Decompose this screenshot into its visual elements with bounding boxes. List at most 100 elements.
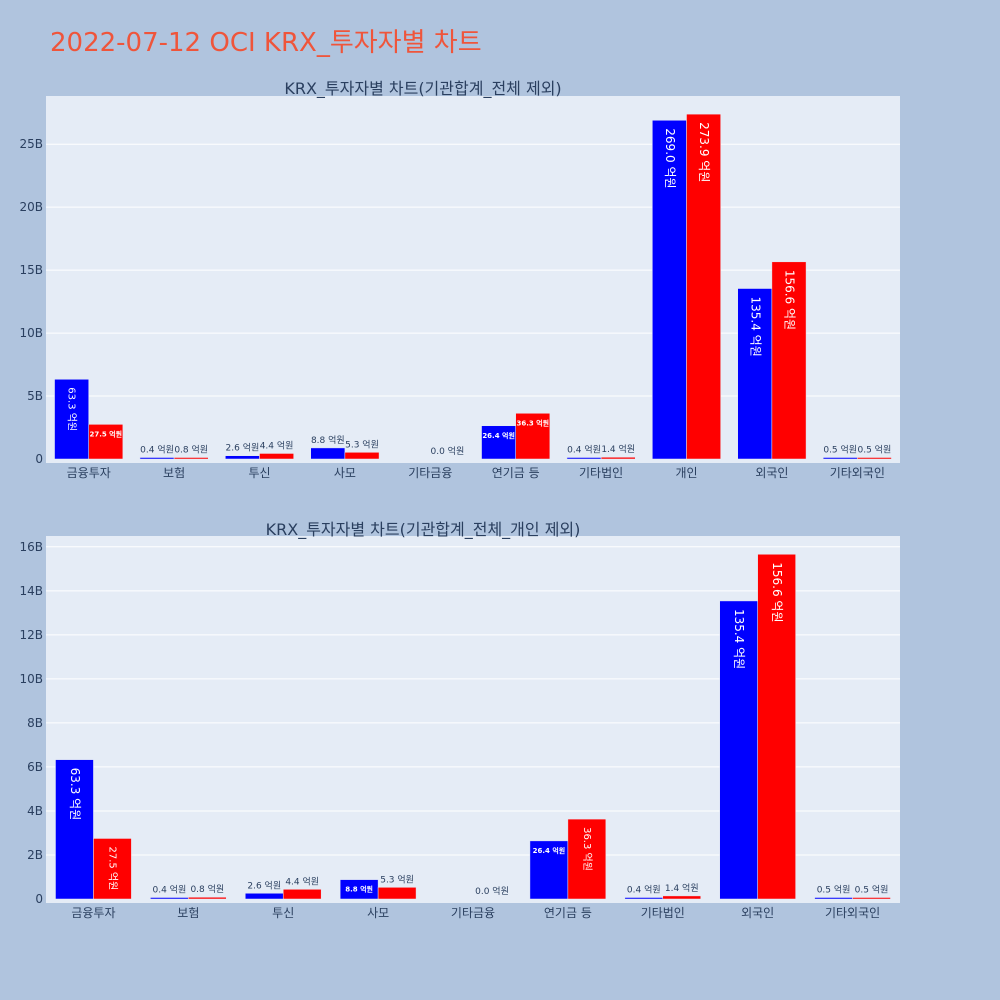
x-tick-label: 사모 xyxy=(367,906,389,920)
x-tick-label: 기타법인 xyxy=(641,906,685,920)
bar-data-label: 27.5 억원 xyxy=(89,429,122,438)
bar-data-label: 4.4 억원 xyxy=(285,875,319,887)
chart-title: KRX_투자자별 차트(기관합계_전체_개인 제외) xyxy=(266,520,581,540)
x-tick-label: 금융투자 xyxy=(71,906,115,920)
x-tick-label: 연기금 등 xyxy=(492,466,540,480)
bar xyxy=(173,457,209,460)
bar-data-label: 1.4 억원 xyxy=(665,882,699,894)
y-tick-label: 20B xyxy=(19,200,43,214)
y-tick-label: 8B xyxy=(27,716,43,730)
bar xyxy=(150,897,189,900)
bar-data-label: 0.5 억원 xyxy=(858,444,892,456)
y-tick-label: 10B xyxy=(19,672,43,686)
bar-data-label: 0.0 억원 xyxy=(475,885,509,897)
x-tick-label: 보험 xyxy=(163,466,185,480)
bar xyxy=(481,425,516,460)
bar-data-label: 36.3 억원 xyxy=(516,418,549,427)
bar-data-label: 0.5 억원 xyxy=(823,444,857,456)
bar-data-label: 273.9 억원 xyxy=(697,122,711,182)
bar xyxy=(652,120,687,460)
bar-data-label: 156.6 억원 xyxy=(770,562,784,622)
y-tick-label: 25B xyxy=(19,137,43,151)
bar-data-label: 0.4 억원 xyxy=(140,444,174,456)
x-tick-label: 기타외국인 xyxy=(825,906,880,920)
y-tick-label: 5B xyxy=(27,389,43,403)
bar xyxy=(515,413,551,460)
bar-data-label: 269.0 억원 xyxy=(663,128,677,188)
bar-data-label: 135.4 억원 xyxy=(748,297,762,357)
bar-data-label: 8.8 억원 xyxy=(311,434,345,446)
bar xyxy=(662,895,701,900)
x-tick-label: 연기금 등 xyxy=(544,906,592,920)
bar xyxy=(55,759,94,900)
x-tick-label: 금융투자 xyxy=(67,466,111,480)
bar-data-label: 0.4 억원 xyxy=(152,884,186,896)
bar xyxy=(93,838,132,900)
bar xyxy=(852,897,891,900)
page-title: 2022-07-12 OCI KRX_투자자별 차트 xyxy=(50,28,482,58)
x-tick-label: 기타금융 xyxy=(408,466,452,480)
bar-data-label: 8.8 억원 xyxy=(345,885,373,894)
bar-data-label: 36.3 억원 xyxy=(581,827,593,871)
y-tick-label: 2B xyxy=(27,848,43,862)
bar xyxy=(757,554,796,900)
bar-data-label: 27.5 억원 xyxy=(106,846,118,890)
bar-data-label: 0.4 억원 xyxy=(627,884,661,896)
y-tick-label: 10B xyxy=(19,326,43,340)
y-tick-label: 12B xyxy=(19,628,43,642)
x-tick-label: 개인 xyxy=(675,466,697,480)
x-tick-label: 사모 xyxy=(334,466,356,480)
x-tick-label: 투신 xyxy=(272,906,294,920)
bar xyxy=(344,452,380,460)
bar-data-label: 0.8 억원 xyxy=(174,444,208,456)
y-tick-label: 16B xyxy=(19,540,43,554)
bar-data-label: 0.5 억원 xyxy=(855,884,889,896)
y-tick-label: 15B xyxy=(19,263,43,277)
bar-data-label: 0.8 억원 xyxy=(190,883,224,895)
bar-data-label: 5.3 억원 xyxy=(345,438,379,450)
bar-data-label: 135.4 억원 xyxy=(732,609,746,669)
y-tick-label: 14B xyxy=(19,584,43,598)
bar-data-label: 156.6 억원 xyxy=(782,270,796,330)
bar xyxy=(822,457,858,460)
x-tick-label: 기타법인 xyxy=(579,466,623,480)
bar-data-label: 0.4 억원 xyxy=(567,444,601,456)
bar xyxy=(54,379,89,460)
bar xyxy=(282,889,322,900)
bar-data-label: 4.4 억원 xyxy=(260,439,294,451)
x-tick-label: 투신 xyxy=(248,466,270,480)
x-tick-label: 외국인 xyxy=(741,906,774,920)
bar xyxy=(245,893,284,900)
bar xyxy=(624,897,664,900)
bar xyxy=(88,424,124,460)
bar-data-label: 2.6 억원 xyxy=(226,442,260,454)
bar xyxy=(259,453,294,460)
bar xyxy=(310,447,346,460)
bar-data-label: 0.5 억원 xyxy=(817,884,851,896)
bar xyxy=(377,887,417,900)
bar-data-label: 26.4 억원 xyxy=(533,846,566,855)
y-tick-label: 6B xyxy=(27,760,43,774)
bar-data-label: 2.6 억원 xyxy=(247,879,281,891)
chart-title: KRX_투자자별 차트(기관합계_전체 제외) xyxy=(284,79,561,99)
x-tick-label: 기타외국인 xyxy=(830,466,885,480)
chart-2: 0 2B 4B 6B 8B 10B 12B 14B 16B KRX_투자자별 차트(기관합계_전체… xyxy=(19,520,900,920)
y-tick-label: 0 xyxy=(35,892,43,906)
y-tick-label: 4B xyxy=(27,804,43,818)
bar xyxy=(814,897,853,900)
bar xyxy=(566,457,602,460)
bar-data-label: 63.3 억원 xyxy=(66,387,78,431)
bar xyxy=(771,261,807,460)
bar xyxy=(529,840,569,900)
bar xyxy=(139,457,175,460)
bar xyxy=(737,288,773,460)
bar xyxy=(225,455,260,460)
bar xyxy=(567,818,607,900)
bar xyxy=(686,113,721,460)
x-tick-label: 외국인 xyxy=(755,466,788,480)
bar-data-label: 5.3 억원 xyxy=(380,873,414,885)
bar xyxy=(188,896,227,900)
bar xyxy=(600,456,636,460)
chart-1: 0 5B 10B 15B 20B 25B KRX_투자자별 차트(기관합계_전체 제외) 63… xyxy=(19,79,900,480)
